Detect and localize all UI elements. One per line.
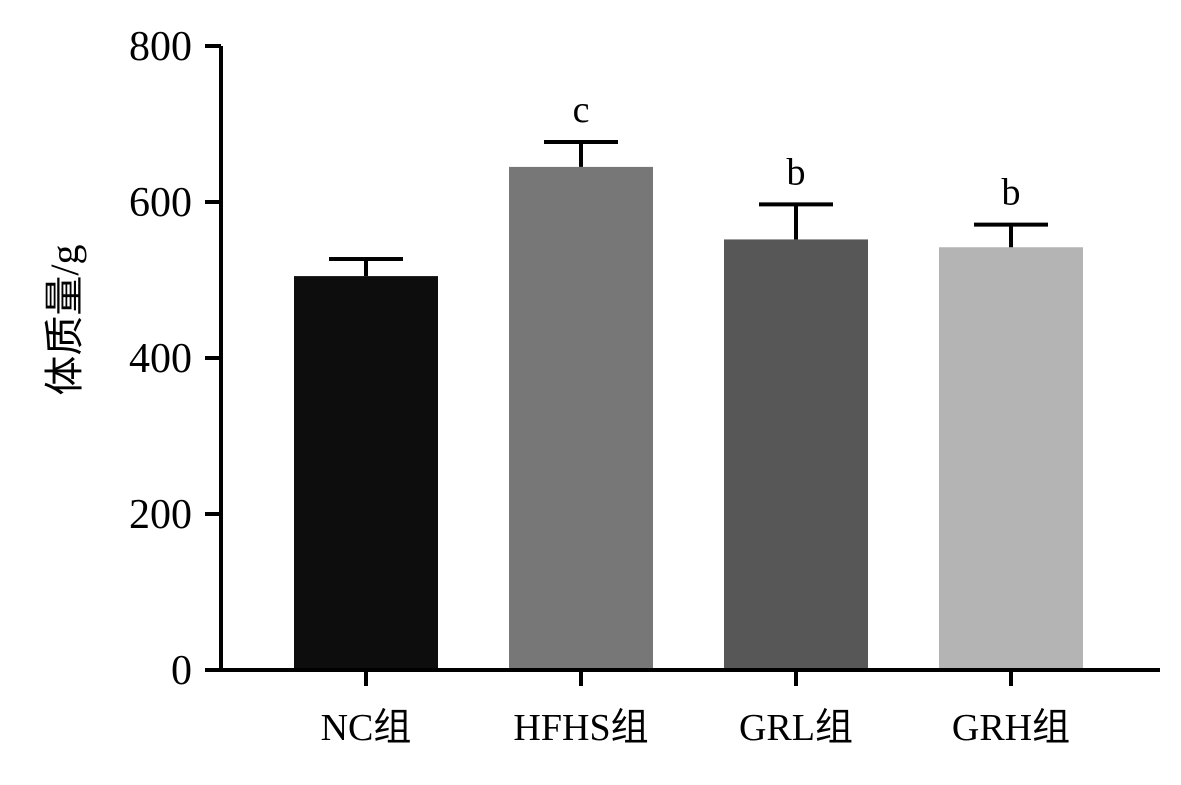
significance-labels: c b b: [573, 89, 1021, 214]
x-category-label: HFHS组: [513, 707, 648, 749]
x-category-label: GRH组: [952, 707, 1070, 749]
significance-label: b: [787, 151, 806, 193]
bar: [724, 239, 868, 670]
bar: [294, 276, 438, 670]
significance-label: b: [1002, 172, 1021, 214]
bar: [939, 247, 1083, 671]
x-category-label: NC组: [321, 707, 412, 749]
y-tick-label: 600: [129, 180, 192, 226]
y-axis-ticks: 0 200 400 600 800: [129, 24, 221, 694]
y-tick-label: 400: [129, 336, 192, 382]
y-tick-label: 0: [171, 648, 192, 694]
x-axis-ticks: NC组 HFHS组 GRL组 GRH组: [321, 670, 1070, 749]
significance-label: c: [573, 89, 590, 131]
error-bars: [329, 139, 1048, 277]
bar: [509, 166, 653, 670]
y-tick-label: 800: [129, 24, 192, 70]
y-axis-label: 体质量/g: [42, 244, 87, 395]
bars: [294, 166, 1083, 671]
x-category-label: GRL组: [739, 707, 853, 749]
y-tick-label: 200: [129, 492, 192, 538]
